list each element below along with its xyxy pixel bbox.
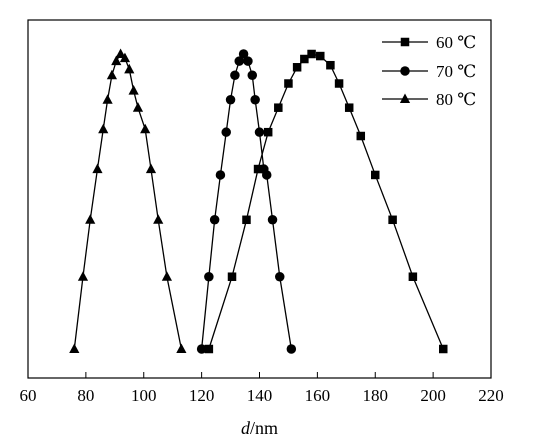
data-point — [209, 215, 220, 225]
data-point — [267, 215, 278, 225]
data-point — [307, 49, 316, 59]
data-point — [408, 272, 418, 281]
data-point — [215, 170, 226, 180]
legend-item: 80 ℃ — [382, 90, 476, 109]
x-tick-label: 200 — [420, 386, 446, 405]
data-point — [161, 271, 172, 281]
data-point — [124, 63, 135, 74]
data-point — [230, 70, 240, 80]
legend-label: 70 ℃ — [436, 62, 476, 81]
data-point — [98, 123, 109, 134]
data-point — [275, 271, 285, 282]
data-point — [253, 164, 263, 174]
x-tick-label: 220 — [478, 386, 504, 405]
data-point — [292, 63, 302, 72]
series-square — [204, 49, 448, 354]
data-point — [254, 127, 265, 137]
data-point — [250, 94, 260, 105]
legend-label: 80 ℃ — [436, 90, 476, 109]
data-point — [344, 103, 354, 112]
data-point — [286, 344, 297, 354]
data-point — [111, 55, 122, 66]
data-point — [234, 56, 244, 66]
data-point — [356, 131, 366, 141]
plot-frame — [27, 19, 492, 379]
x-tick-label: 160 — [305, 386, 331, 405]
data-point — [119, 52, 131, 63]
data-point — [204, 344, 214, 354]
data-point — [196, 344, 207, 354]
data-point — [227, 272, 237, 281]
data-point — [300, 54, 309, 64]
data-point — [85, 214, 96, 224]
data-point — [132, 102, 144, 112]
data-point — [243, 56, 253, 66]
data-point — [247, 70, 258, 80]
x-axis-variable: d — [241, 418, 251, 438]
series-line — [200, 52, 292, 350]
data-point — [140, 123, 151, 134]
x-axis-title: d/nm — [241, 418, 278, 438]
x-tick-label: 120 — [189, 386, 215, 405]
data-point — [439, 344, 448, 354]
data-point — [153, 214, 164, 224]
x-tick-label: 80 — [77, 386, 94, 405]
legend: 60 ℃ 70 ℃ 80 ℃ — [382, 33, 476, 109]
data-point — [284, 79, 293, 88]
data-point — [388, 215, 397, 225]
data-point — [371, 170, 380, 180]
legend-marker — [400, 66, 410, 76]
x-axis-unit: /nm — [250, 418, 278, 438]
data-point — [106, 69, 118, 80]
legend-item: 60 ℃ — [382, 33, 476, 52]
legend-label: 60 ℃ — [436, 33, 476, 52]
data-point — [238, 49, 249, 59]
series-triangle — [69, 48, 187, 354]
data-point — [69, 343, 80, 354]
data-point — [316, 51, 325, 61]
legend-item: 70 ℃ — [382, 62, 476, 81]
x-tick-label: 100 — [131, 386, 157, 405]
data-point — [221, 127, 231, 137]
data-point — [176, 343, 187, 354]
x-tick-label: 60 — [20, 386, 37, 405]
data-point — [77, 271, 89, 281]
data-point — [326, 60, 335, 70]
data-point — [128, 85, 139, 95]
data-point — [115, 48, 126, 59]
data-point — [242, 215, 251, 225]
data-point — [261, 170, 272, 180]
data-point — [334, 79, 344, 88]
data-point — [274, 103, 283, 112]
x-ticks: 60 80 100 120 140 160 180 200 220 — [20, 372, 504, 405]
legend-marker — [399, 93, 411, 104]
series-circle — [196, 49, 297, 354]
data-point — [263, 127, 273, 137]
series-line — [73, 52, 183, 350]
data-point — [145, 163, 157, 174]
legend-marker — [400, 37, 410, 47]
series-layer — [69, 48, 448, 354]
data-point — [102, 94, 113, 104]
data-point — [225, 94, 236, 105]
x-tick-label: 140 — [247, 386, 273, 405]
series-line — [208, 53, 444, 350]
data-point — [204, 271, 214, 282]
x-tick-label: 180 — [363, 386, 389, 405]
data-point — [92, 163, 103, 174]
plot-border — [27, 19, 492, 379]
